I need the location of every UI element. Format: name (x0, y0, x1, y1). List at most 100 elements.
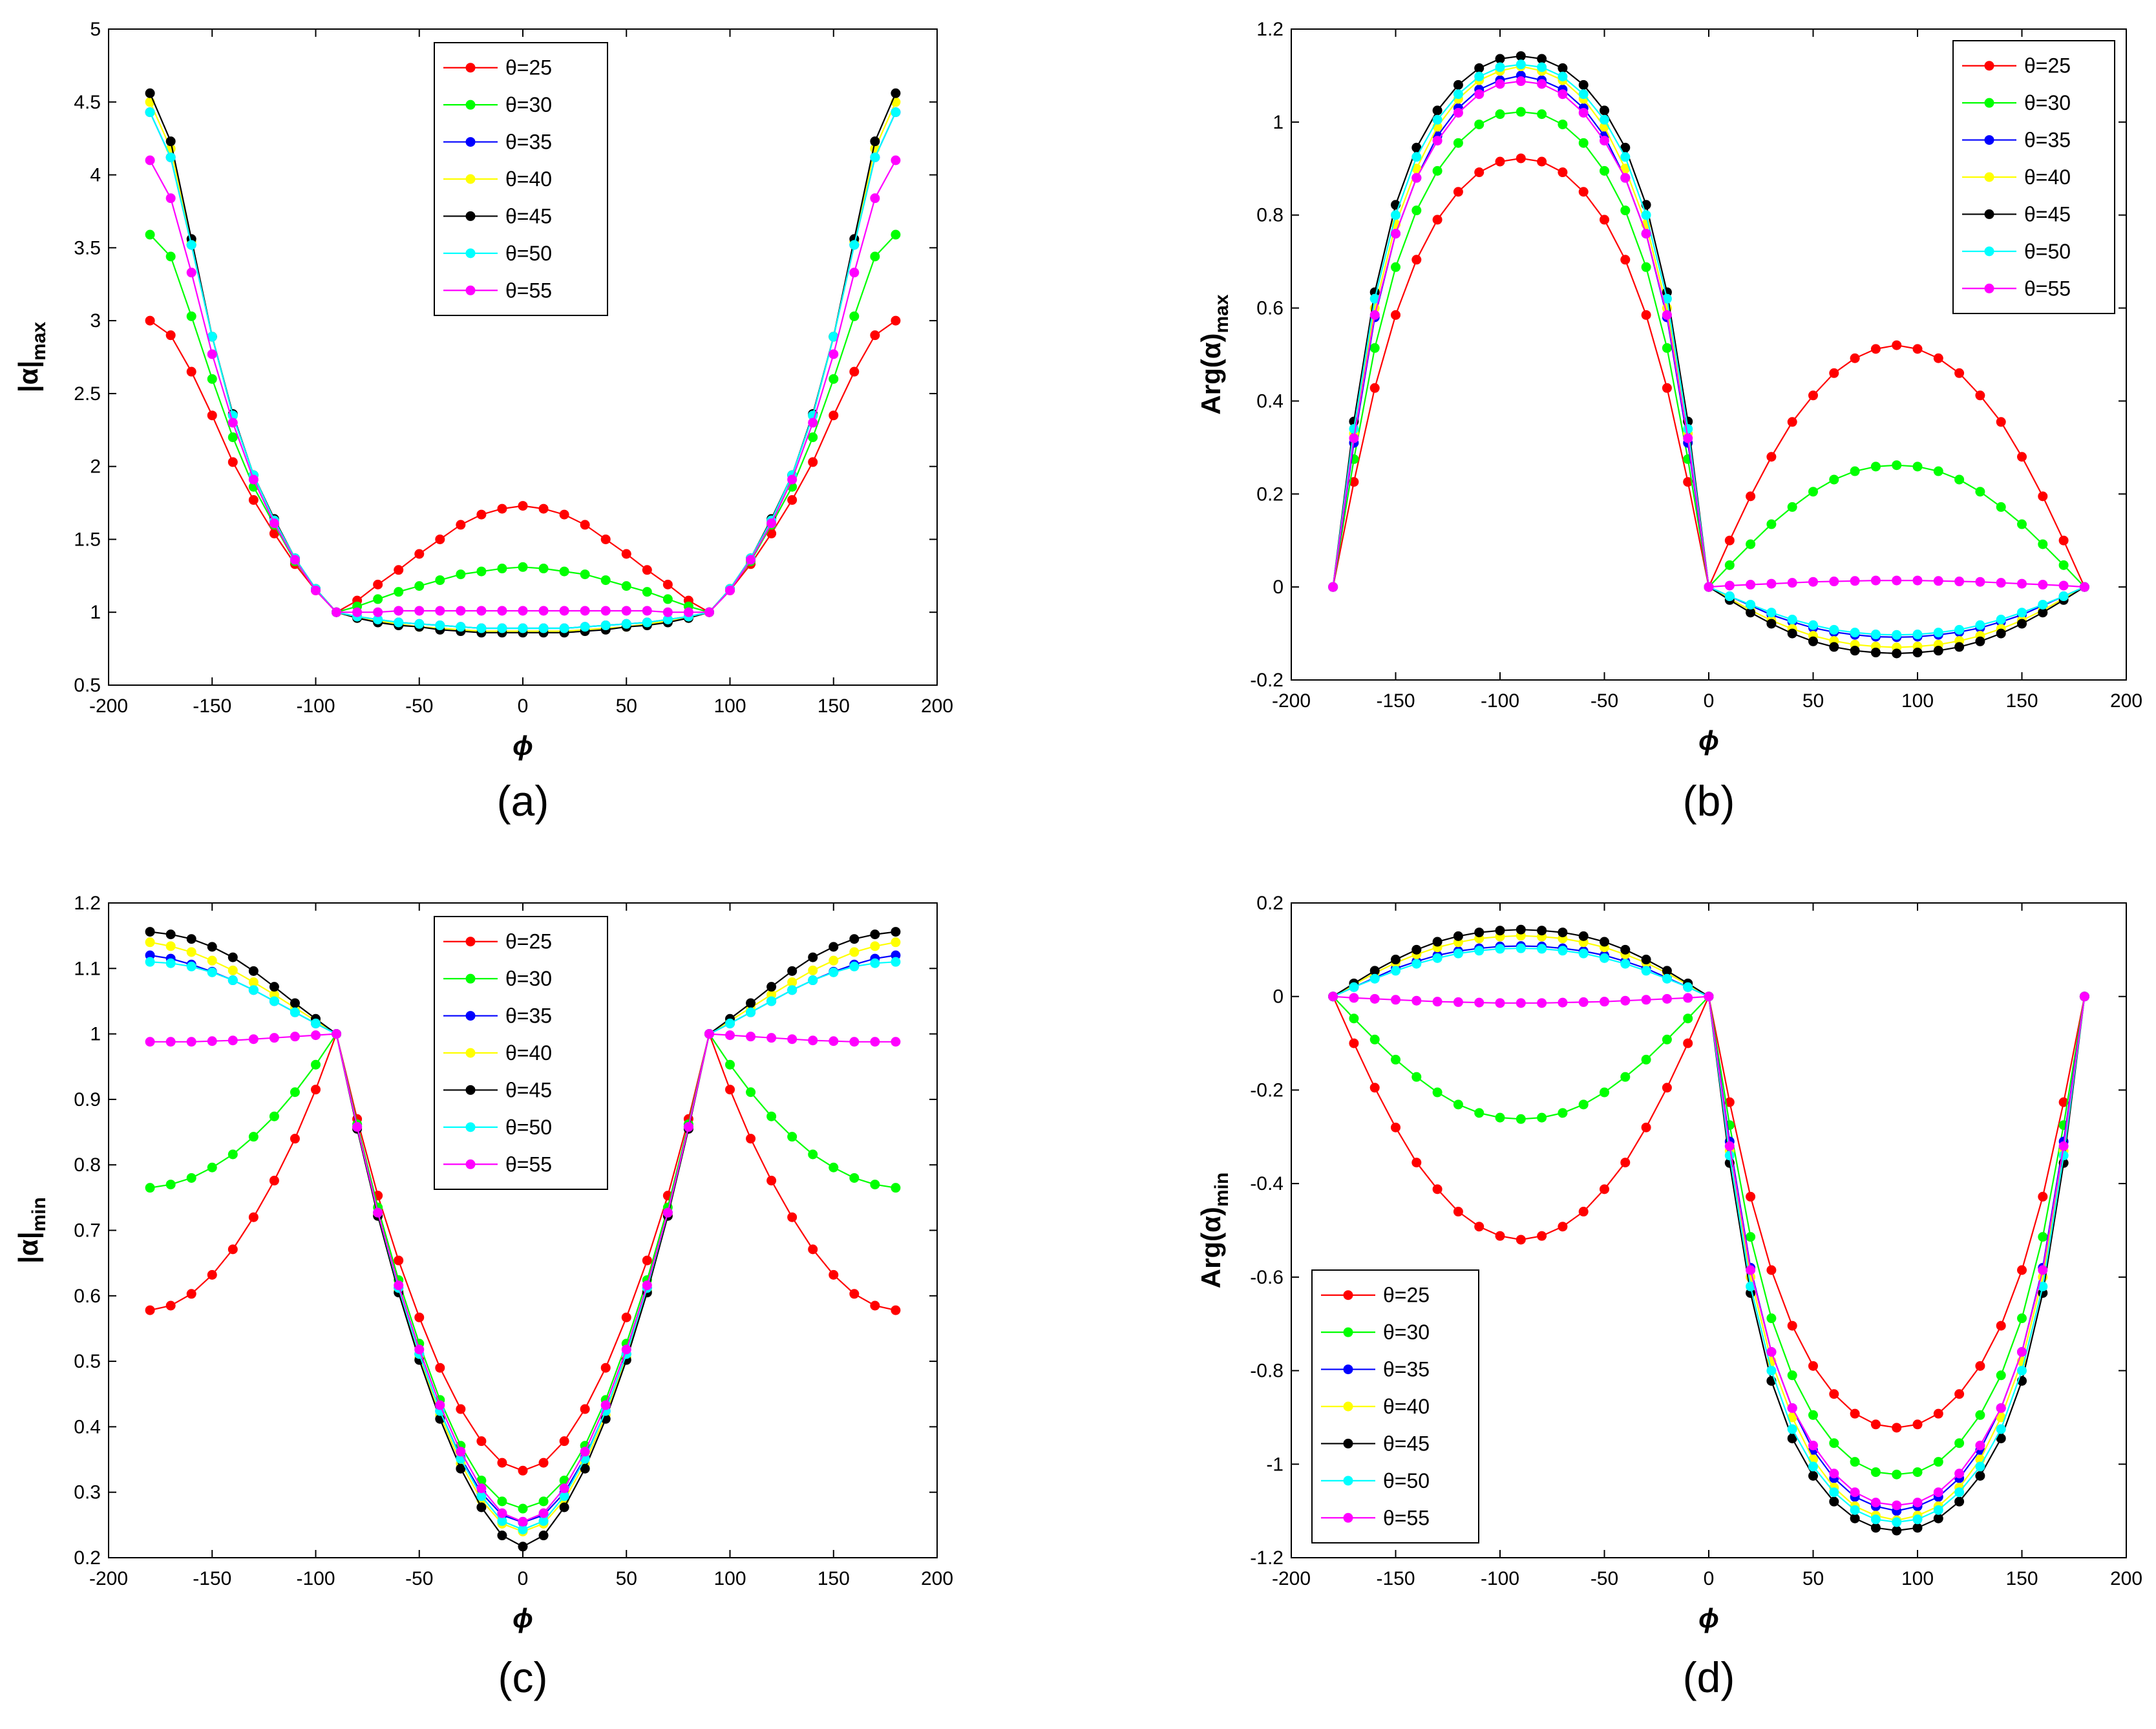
data-point (600, 534, 611, 544)
data-point (1933, 1505, 1943, 1515)
data-point (1787, 1403, 1797, 1413)
data-point (456, 1404, 466, 1414)
data-point (1954, 577, 1965, 587)
data-point (1808, 1461, 1818, 1472)
legend-label: θ=55 (2024, 277, 2071, 300)
data-point (1369, 1083, 1380, 1093)
data-point (145, 107, 155, 118)
data-point (497, 1531, 507, 1541)
data-point (1912, 344, 1923, 354)
data-point (808, 965, 818, 975)
data-point (1516, 998, 1526, 1008)
data-point (891, 1305, 901, 1315)
x-axis-label: ϕ (513, 1603, 533, 1633)
data-point (1662, 343, 1672, 353)
data-point (248, 1132, 259, 1142)
legend-label: θ=25 (505, 930, 552, 953)
data-point (1662, 1034, 1672, 1045)
legend-marker (465, 100, 476, 110)
data-point (1495, 109, 1505, 120)
data-point (2038, 491, 2048, 502)
legend-label: θ=40 (2024, 165, 2071, 189)
x-tick-label: 100 (713, 1568, 746, 1589)
x-tick-label: -200 (1272, 690, 1311, 712)
data-point (870, 193, 880, 204)
x-tick-label: 100 (1901, 690, 1934, 712)
data-point (1411, 164, 1422, 174)
legend-label: θ=40 (505, 167, 552, 191)
data-point (476, 566, 487, 577)
data-point (1453, 948, 1463, 959)
data-point (1724, 1141, 1735, 1151)
data-point (435, 606, 445, 616)
data-point (248, 977, 259, 988)
data-point (849, 1172, 860, 1183)
data-point (1683, 1013, 1693, 1024)
x-tick-label: -50 (1591, 1568, 1618, 1589)
legend-marker (465, 1011, 476, 1021)
data-point (2038, 599, 2048, 610)
data-point (600, 606, 611, 616)
data-point (1683, 424, 1693, 434)
y-tick-label: 2 (90, 456, 101, 478)
data-point (373, 607, 383, 617)
y-tick-label: 1 (90, 602, 101, 623)
data-point (538, 606, 549, 616)
data-point (1870, 1498, 1881, 1508)
legend-label: θ=30 (505, 967, 552, 990)
legend-label: θ=35 (1383, 1358, 1430, 1381)
data-point (497, 1508, 507, 1518)
data-point (662, 615, 673, 624)
data-point (227, 1149, 238, 1160)
data-point (1620, 173, 1631, 183)
data-point (849, 934, 860, 944)
data-point (1933, 1513, 1943, 1523)
data-point (642, 1255, 652, 1266)
data-point (787, 1132, 798, 1142)
data-point (849, 1037, 860, 1047)
data-point (1411, 995, 1422, 1006)
data-point (1996, 502, 2006, 512)
data-point (248, 1034, 259, 1045)
data-point (1996, 578, 2006, 588)
data-point (1870, 575, 1881, 586)
data-point (662, 1207, 673, 1218)
legend-label: θ=55 (505, 1152, 552, 1176)
data-point (1787, 1321, 1797, 1331)
data-point (829, 374, 839, 384)
data-point (621, 549, 631, 559)
legend-label: θ=25 (2024, 54, 2071, 78)
data-point (1349, 982, 1359, 992)
data-point (1829, 1438, 1839, 1448)
data-point (1766, 619, 1777, 629)
data-point (1912, 1523, 1923, 1533)
data-point (1870, 1467, 1881, 1478)
data-point (518, 1542, 528, 1552)
data-point (1328, 992, 1338, 1002)
legend-label: θ=25 (505, 56, 552, 80)
data-point (1495, 54, 1505, 64)
y-tick-label: 0 (1273, 986, 1284, 1008)
data-point (1829, 1469, 1839, 1479)
data-point (808, 432, 818, 443)
y-tick-label: -0.6 (1250, 1267, 1284, 1288)
data-point (1641, 995, 1651, 1005)
data-point (1620, 142, 1631, 153)
x-tick-label: 150 (818, 695, 850, 717)
legend-label: θ=35 (505, 1004, 552, 1028)
data-point (1558, 119, 1568, 129)
legend-label: θ=50 (2024, 240, 2071, 263)
data-point (373, 594, 383, 604)
data-point (1704, 582, 1714, 592)
data-point (1600, 215, 1609, 225)
data-point (1453, 138, 1463, 148)
data-point (1474, 928, 1485, 938)
legend-label: θ=50 (505, 242, 552, 265)
data-point (1474, 71, 1485, 81)
x-tick-label: -150 (193, 1568, 231, 1589)
legend-marker (465, 174, 476, 184)
data-point (1829, 1487, 1839, 1498)
data-point (891, 1037, 901, 1047)
data-point (394, 587, 404, 597)
data-point (600, 1363, 611, 1373)
